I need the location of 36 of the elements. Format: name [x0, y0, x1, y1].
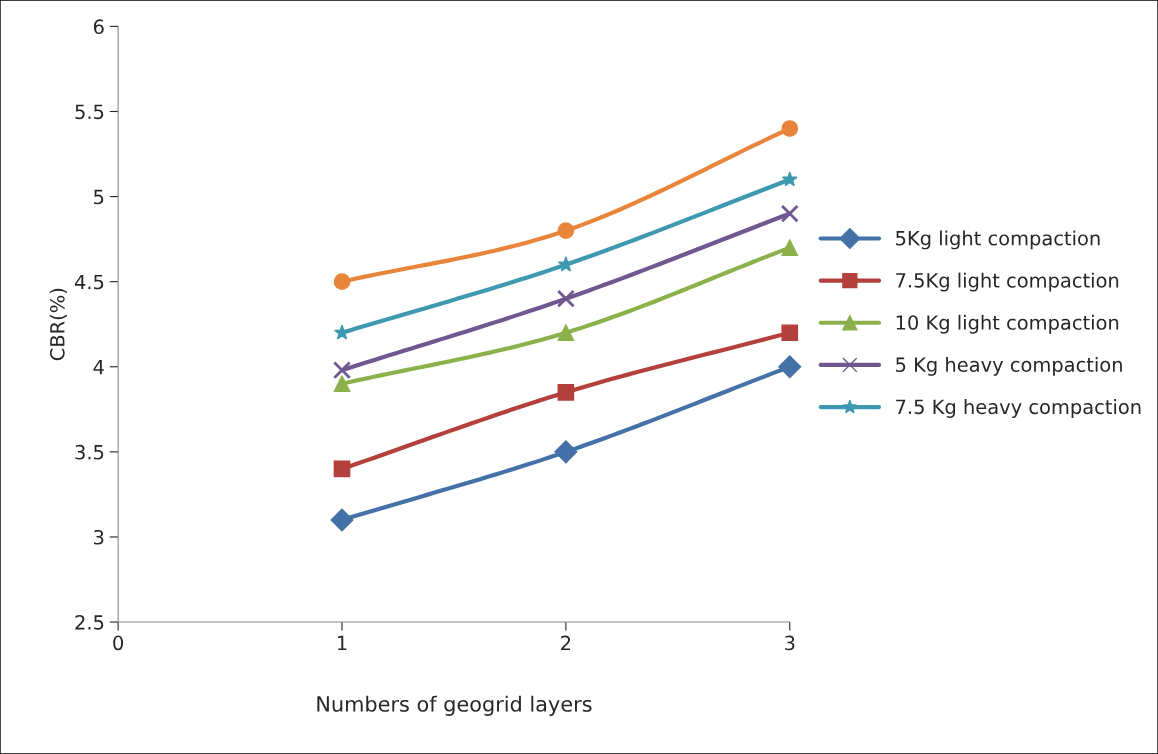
point: [334, 324, 350, 340]
x-tick-label: 2: [561, 635, 571, 651]
point: [556, 289, 575, 308]
legend-label: 5 Kg heavy compaction: [896, 356, 1122, 376]
point: [330, 508, 354, 532]
legend-label: 10 Kg light compaction: [896, 314, 1119, 334]
point: [333, 273, 351, 291]
point: [781, 171, 798, 187]
y-tick-label: 4: [93, 359, 104, 375]
point: [557, 222, 575, 239]
y-tick-label: 5.5: [75, 104, 104, 120]
point: [557, 324, 575, 342]
point: [332, 361, 352, 380]
point: [333, 460, 351, 478]
y-tick-label: 2.5: [75, 615, 104, 630]
point: [781, 239, 799, 256]
x-tick-label: 0: [113, 635, 124, 651]
y-tick-label: 3.5: [75, 444, 104, 460]
point: [778, 355, 802, 379]
y-axis-title: CBR(%): [49, 288, 67, 361]
y-tick-label: 4.5: [74, 274, 104, 290]
point: [333, 375, 351, 393]
y-tick-label: 6: [93, 19, 104, 35]
point: [554, 440, 578, 464]
y-tick-label: 3: [94, 529, 104, 545]
point: [781, 120, 799, 137]
point: [557, 383, 575, 401]
legend-label: 5Kg light compaction: [896, 230, 1100, 250]
y-tick-label: 5: [94, 189, 104, 205]
x-tick-label: 3: [785, 635, 795, 651]
legend-label: 7.5 Kg heavy compaction: [896, 399, 1141, 418]
legend-label: 7.5Kg light compaction: [896, 272, 1119, 292]
point: [781, 324, 799, 342]
point: [780, 204, 799, 223]
x-axis-title: Numbers of geogrid layers: [317, 695, 592, 716]
x-tick-label: 1: [337, 635, 347, 651]
